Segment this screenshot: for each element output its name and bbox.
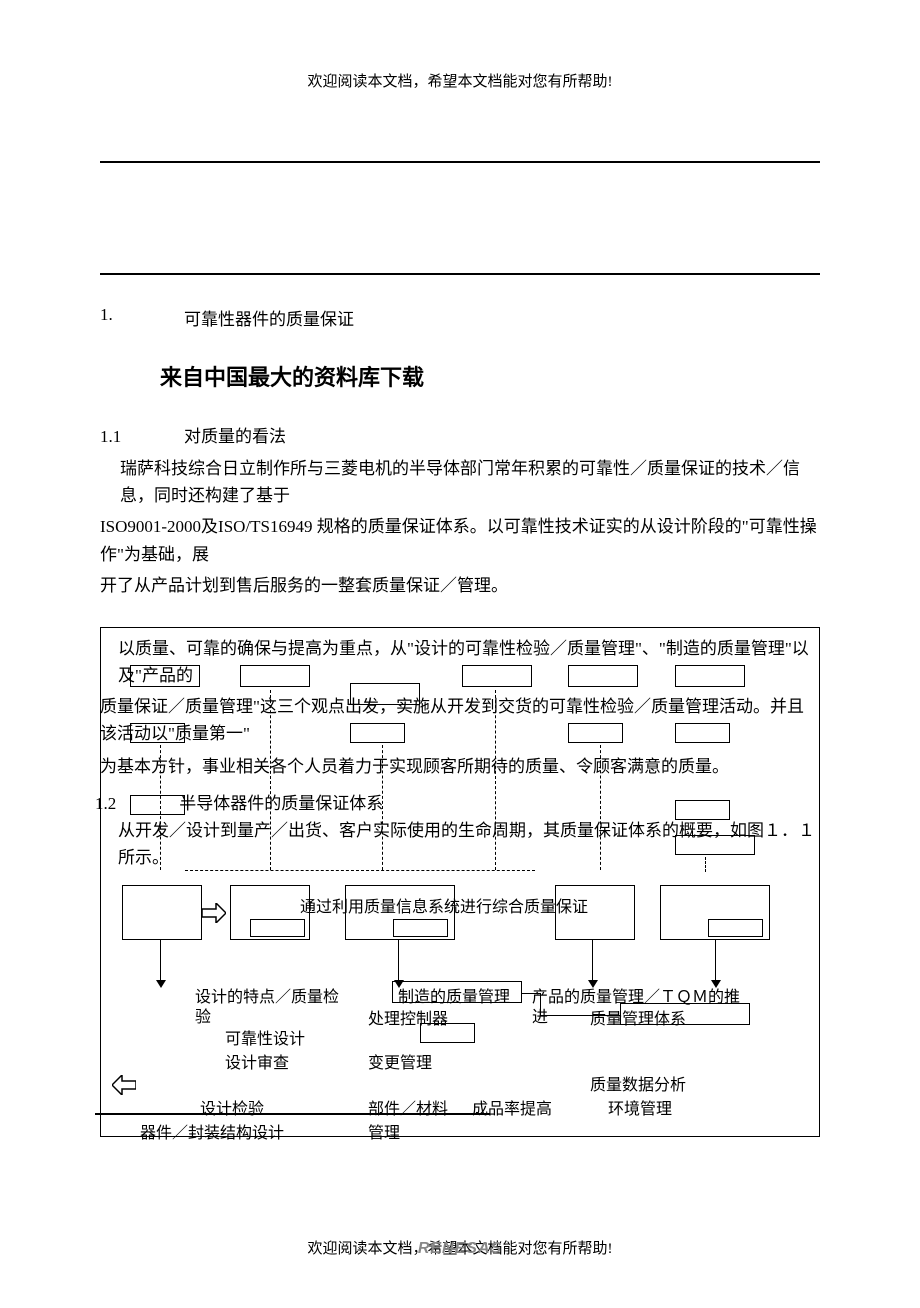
overlay-p3: 为基本方针，事业相关各个人员着力于实现顾客所期待的质量、令顾客满意的质量。: [100, 753, 820, 780]
sub12-title: 半导体器件的质量保证体系: [179, 794, 383, 813]
diagram-zone: 以质量、可靠的确保与提高为重点，从"设计的可靠性检验／质量管理"、"制造的质量管…: [100, 605, 820, 1165]
mbox-6i: [708, 919, 763, 937]
sub12-row: 1.2 半导体器件的质量保证体系: [95, 790, 383, 817]
hline-1: [522, 993, 540, 994]
mbox-2i: [250, 919, 305, 937]
mbox-3i: [393, 919, 448, 937]
para-3: 开了从产品计划到售后服务的一整套质量保证／管理。: [100, 572, 820, 599]
sub12-num: 1.2: [95, 790, 175, 817]
arrow-d6: [715, 940, 716, 980]
arrow-d3: [398, 940, 399, 980]
lbl-r4: 环境管理: [608, 1095, 672, 1119]
lbl-c4: 管理: [368, 1119, 400, 1143]
box-m1b: [420, 1023, 475, 1043]
header-note: 欢迎阅读本文档，希望本文档能对您有所帮助!: [100, 70, 820, 91]
arrow-open-1: [202, 903, 226, 923]
center-text: 通过利用质量信息系统进行综合质量保证: [300, 893, 588, 917]
para-2: ISO9001-2000及ISO/TS16949 规格的质量保证体系。以可靠性技…: [100, 513, 820, 567]
mbox-1: [122, 885, 202, 940]
subsection-11: 1.1 对质量的看法: [100, 422, 820, 447]
lbl-l5: 器件／封装结构设计: [140, 1119, 284, 1143]
sub11-title: 对质量的看法: [184, 427, 286, 446]
sub11-num: 1.1: [100, 427, 180, 447]
arrow-open-left: [112, 1075, 136, 1095]
overlay-p2: 质量保证／质量管理"这三个观点出发，实施从开发到交货的可靠性检验／质量管理活动。…: [100, 693, 810, 747]
lbl-c3: 部件／材料: [368, 1095, 448, 1119]
section-1-heading: 1. 可靠性器件的质量保证: [100, 305, 820, 330]
hr-bottom: [100, 273, 820, 275]
lbl-l1b: 验: [195, 1003, 211, 1027]
lbl-l1a: 设计的特点／质量检: [195, 983, 339, 1007]
lbl-l3: 设计审查: [225, 1049, 289, 1073]
lbl-l2: 可靠性设计: [225, 1025, 305, 1049]
lbl-r3: 质量数据分析: [590, 1071, 686, 1095]
lbl-m2: 成品率提高: [472, 1095, 552, 1119]
sub12-para: 从开发／设计到量产／出货、客户实际使用的生命周期，其质量保证体系的概要，如图１．…: [118, 817, 820, 871]
overlay-p1: 以质量、可靠的确保与提高为重点，从"设计的可靠性检验／质量管理"、"制造的质量管…: [118, 635, 810, 689]
section-1-title: 可靠性器件的质量保证: [184, 310, 354, 329]
lbl-c2: 变更管理: [368, 1049, 432, 1073]
vline-j: [540, 993, 541, 1015]
hline-2: [540, 1015, 620, 1016]
section-1-num: 1.: [100, 305, 180, 325]
para-1: 瑞萨科技综合日立制作所与三菱电机的半导体部门常年积累的可靠性／质量保证的技术／信…: [120, 455, 820, 509]
lbl-r2: 质量管理体系: [590, 1005, 686, 1029]
hr-bottom-inner: [95, 1113, 490, 1115]
arrow-d5: [592, 940, 593, 980]
lbl-m1: 制造的质量管理: [398, 983, 510, 1007]
lbl-l4: 设计检验: [200, 1095, 264, 1119]
big-title: 来自中国最大的资料库下载: [160, 360, 820, 392]
logo: RENESAS: [418, 1240, 502, 1258]
arrow-d1: [160, 940, 161, 980]
